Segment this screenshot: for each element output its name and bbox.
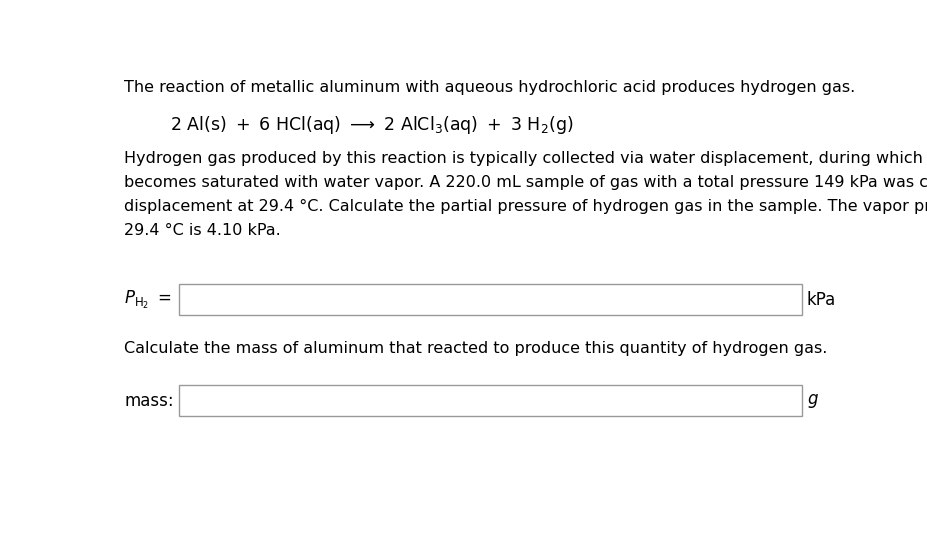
Text: displacement at 29.4 °C. Calculate the partial pressure of hydrogen gas in the s: displacement at 29.4 °C. Calculate the p…: [124, 199, 927, 214]
FancyBboxPatch shape: [179, 284, 802, 315]
Text: mass:: mass:: [124, 392, 174, 410]
Text: $\mathit{g}$: $\mathit{g}$: [807, 392, 819, 410]
Text: $\mathsf{2\ Al(s)\ +\ 6\ HCl(aq)\ \longrightarrow\ 2\ AlCl_3(aq)\ +\ 3\ H_2(g)}$: $\mathsf{2\ Al(s)\ +\ 6\ HCl(aq)\ \longr…: [170, 114, 573, 136]
Text: Calculate the mass of aluminum that reacted to produce this quantity of hydrogen: Calculate the mass of aluminum that reac…: [124, 341, 828, 356]
Text: $\mathit{P}_{\mathregular{H}_{\mathregular{2}}}$$\ =$: $\mathit{P}_{\mathregular{H}_{\mathregul…: [124, 288, 172, 311]
Text: becomes saturated with water vapor. A 220.0 mL sample of gas with a total pressu: becomes saturated with water vapor. A 22…: [124, 175, 927, 190]
FancyBboxPatch shape: [179, 385, 802, 416]
Text: The reaction of metallic aluminum with aqueous hydrochloric acid produces hydrog: The reaction of metallic aluminum with a…: [124, 80, 856, 95]
Text: Hydrogen gas produced by this reaction is typically collected via water displace: Hydrogen gas produced by this reaction i…: [124, 151, 927, 166]
Text: 29.4 °C is 4.10 kPa.: 29.4 °C is 4.10 kPa.: [124, 223, 281, 238]
Text: kPa: kPa: [807, 291, 836, 309]
